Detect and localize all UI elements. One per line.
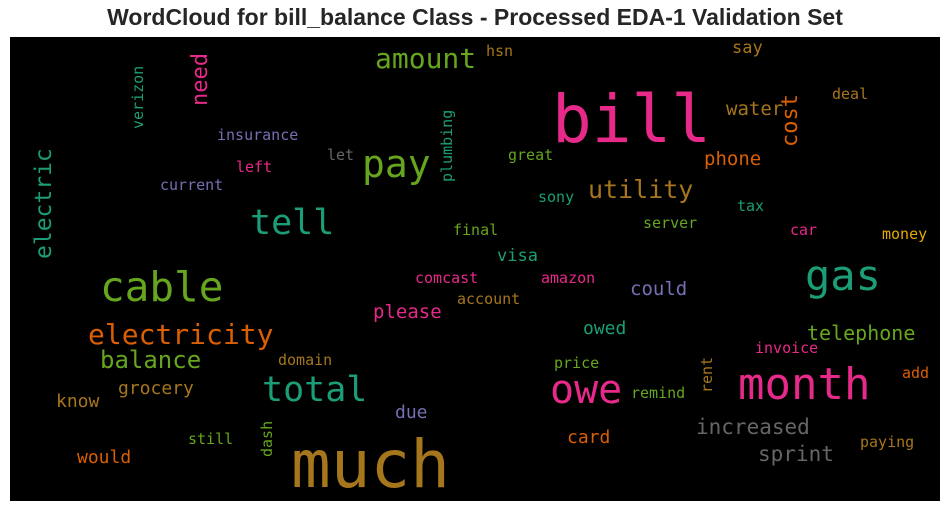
word-know: know (56, 391, 100, 412)
word-amount: amount (375, 42, 477, 75)
word-water: water (726, 98, 784, 120)
word-domain: domain (278, 351, 333, 369)
word-insurance: insurance (217, 126, 299, 144)
word-cloud-canvas: much bill month cable owe gas pay total tell elec… (10, 37, 940, 501)
word-final: final (453, 221, 499, 239)
word-paying: paying (860, 433, 915, 451)
word-card: card (567, 427, 611, 448)
word-cable: cable (100, 263, 224, 311)
word-money: money (882, 225, 928, 243)
word-utility: utility (588, 175, 694, 204)
word-gas: gas (805, 251, 881, 300)
word-total: total (262, 370, 368, 410)
word-left: left (236, 158, 273, 176)
word-add: add (902, 364, 930, 382)
word-due: due (395, 402, 428, 423)
word-plumbing: plumbing (438, 109, 456, 182)
word-account: account (457, 290, 521, 308)
word-price: price (554, 354, 600, 372)
word-owe: owe (550, 367, 623, 413)
word-deal: deal (832, 85, 869, 103)
word-telephone: telephone (807, 321, 916, 345)
word-increased: increased (696, 415, 810, 439)
word-rent: rent (698, 356, 716, 393)
word-dash: dash (258, 420, 276, 457)
word-sprint: sprint (758, 442, 834, 466)
word-tell: tell (250, 203, 335, 243)
word-amazon: amazon (541, 269, 596, 287)
word-let: let (327, 146, 355, 164)
word-electricity: electricity (88, 318, 274, 351)
word-balance: balance (100, 346, 202, 374)
word-hsn: hsn (486, 42, 514, 60)
word-phone: phone (704, 148, 762, 170)
word-cost: cost (778, 94, 803, 147)
word-remind: remind (631, 384, 686, 402)
word-server: server (643, 214, 698, 232)
word-great: great (508, 146, 554, 164)
word-verizon: verizon (129, 65, 147, 129)
word-visa: visa (497, 246, 538, 266)
word-month: month (738, 359, 871, 410)
word-please: please (373, 301, 442, 323)
word-need: need (188, 53, 213, 106)
word-still: still (188, 430, 234, 448)
word-bill: bill (552, 81, 711, 158)
word-electric: electric (31, 148, 57, 259)
word-could: could (630, 278, 688, 300)
word-tax: tax (737, 197, 765, 215)
word-say: say (732, 38, 763, 58)
word-grocery: grocery (118, 378, 194, 399)
word-pay: pay (362, 142, 431, 186)
word-comcast: comcast (415, 269, 479, 287)
word-invoice: invoice (755, 339, 819, 357)
word-sony: sony (538, 188, 575, 206)
word-owed: owed (583, 318, 627, 339)
word-car: car (790, 221, 818, 239)
chart-title: WordCloud for bill_balance Class - Proce… (107, 4, 843, 30)
word-current: current (160, 176, 224, 194)
word-would: would (77, 447, 132, 468)
word-much: much (291, 426, 450, 501)
